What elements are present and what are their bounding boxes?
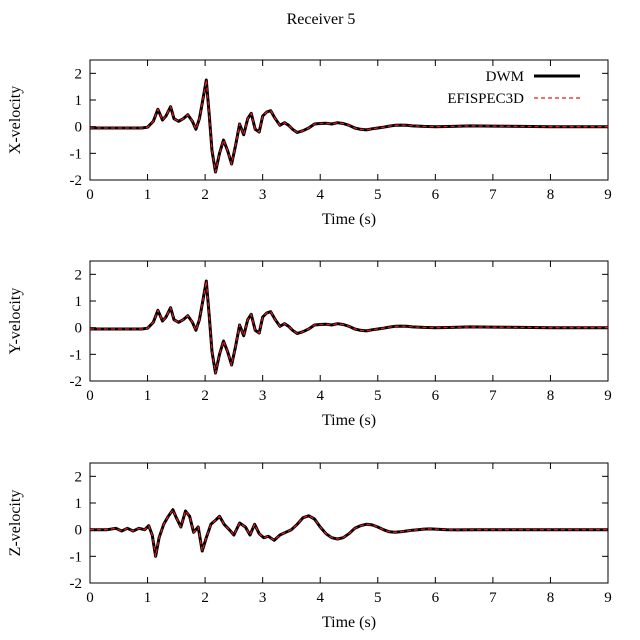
y-tick-label: 1 — [75, 496, 83, 512]
x-tick-label: 9 — [604, 187, 612, 203]
x-tick-label: 3 — [259, 590, 267, 606]
x-axis-label: Time (s) — [322, 211, 376, 228]
x-axis-label: Time (s) — [322, 614, 376, 631]
x-tick-label: 0 — [86, 388, 94, 404]
x-tick-label: 9 — [604, 388, 612, 404]
x-tick-label: 4 — [316, 590, 324, 606]
x-tick-label: 2 — [201, 388, 209, 404]
y-tick-label: 2 — [75, 267, 83, 283]
x-tick-label: 3 — [259, 388, 267, 404]
x-tick-label: 5 — [374, 590, 382, 606]
series-line-efispec3d — [90, 280, 608, 374]
chart-panel-3: 0 1 2 3 4 5 6 7 8 9 -2 -1 0 1 2 Time (s) Z-velocity — [7, 462, 612, 631]
y-axis-label: X-velocity — [7, 86, 24, 154]
x-tick-label: 6 — [432, 590, 440, 606]
y-axis-label: Y-velocity — [7, 288, 24, 355]
x-tick-label: 6 — [432, 388, 440, 404]
y-tick-label: -2 — [70, 576, 83, 592]
x-tick-label: 2 — [201, 187, 209, 203]
series-line-efispec3d — [90, 79, 608, 173]
x-tick-label: 0 — [86, 590, 94, 606]
x-tick-label: 3 — [259, 187, 267, 203]
y-tick-label: 0 — [75, 120, 83, 136]
x-axis-label: Time (s) — [322, 412, 376, 429]
x-tick-label: 4 — [316, 187, 324, 203]
y-tick-label: -1 — [70, 549, 83, 565]
x-tick-label: 7 — [489, 388, 497, 404]
y-tick-label: -1 — [70, 146, 83, 162]
chart-panel-1: 0 1 2 3 4 5 6 7 8 9 -2 -1 0 1 2 Time (s) X-velocity DWM EF… — [7, 59, 612, 228]
chart-panel-2: 0 1 2 3 4 5 6 7 8 9 -2 -1 0 1 2 Time (s) Y-velocity — [7, 260, 612, 429]
x-tick-label: 7 — [489, 187, 497, 203]
plot-frame — [89, 59, 609, 181]
y-tick-label: 1 — [75, 294, 83, 310]
y-tick-label: -1 — [70, 347, 83, 363]
plot-frame — [89, 462, 609, 584]
plot-frame — [89, 260, 609, 382]
x-tick-label: 5 — [374, 388, 382, 404]
x-tick-label: 4 — [316, 388, 324, 404]
x-tick-label: 8 — [547, 388, 555, 404]
legend-label: DWM — [486, 69, 524, 85]
y-tick-label: 1 — [75, 93, 83, 109]
x-tick-label: 8 — [547, 187, 555, 203]
panels: 0 1 2 3 4 5 6 7 8 9 -2 -1 0 1 2 Time (s) X-velocity DWM EF… — [7, 59, 612, 631]
y-tick-label: 0 — [75, 321, 83, 337]
x-tick-label: 5 — [374, 187, 382, 203]
y-tick-label: 0 — [75, 523, 83, 539]
x-tick-label: 1 — [144, 187, 152, 203]
legend-label: EFISPEC3D — [447, 91, 524, 107]
y-tick-label: 2 — [75, 469, 83, 485]
x-tick-label: 6 — [432, 187, 440, 203]
y-tick-label: -2 — [70, 374, 83, 390]
y-tick-label: -2 — [70, 173, 83, 189]
y-axis-label: Z-velocity — [7, 490, 24, 557]
figure-title: Receiver 5 — [287, 11, 356, 28]
x-tick-label: 1 — [144, 388, 152, 404]
y-tick-label: 2 — [75, 66, 83, 82]
x-tick-label: 2 — [201, 590, 209, 606]
x-tick-label: 0 — [86, 187, 94, 203]
x-tick-label: 9 — [604, 590, 612, 606]
x-tick-label: 7 — [489, 590, 497, 606]
series-line-efispec3d — [90, 509, 608, 557]
x-tick-label: 1 — [144, 590, 152, 606]
x-tick-label: 8 — [547, 590, 555, 606]
